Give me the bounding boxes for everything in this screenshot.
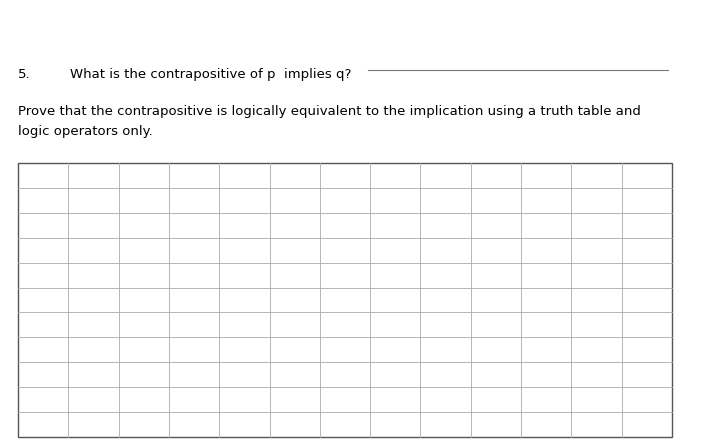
Text: Prove that the contrapositive is logically equivalent to the implication using a: Prove that the contrapositive is logical… bbox=[18, 105, 641, 118]
Text: 5.: 5. bbox=[18, 68, 31, 81]
Text: logic operators only.: logic operators only. bbox=[18, 125, 153, 138]
Text: What is the contrapositive of p  implies q?: What is the contrapositive of p implies … bbox=[70, 68, 352, 81]
